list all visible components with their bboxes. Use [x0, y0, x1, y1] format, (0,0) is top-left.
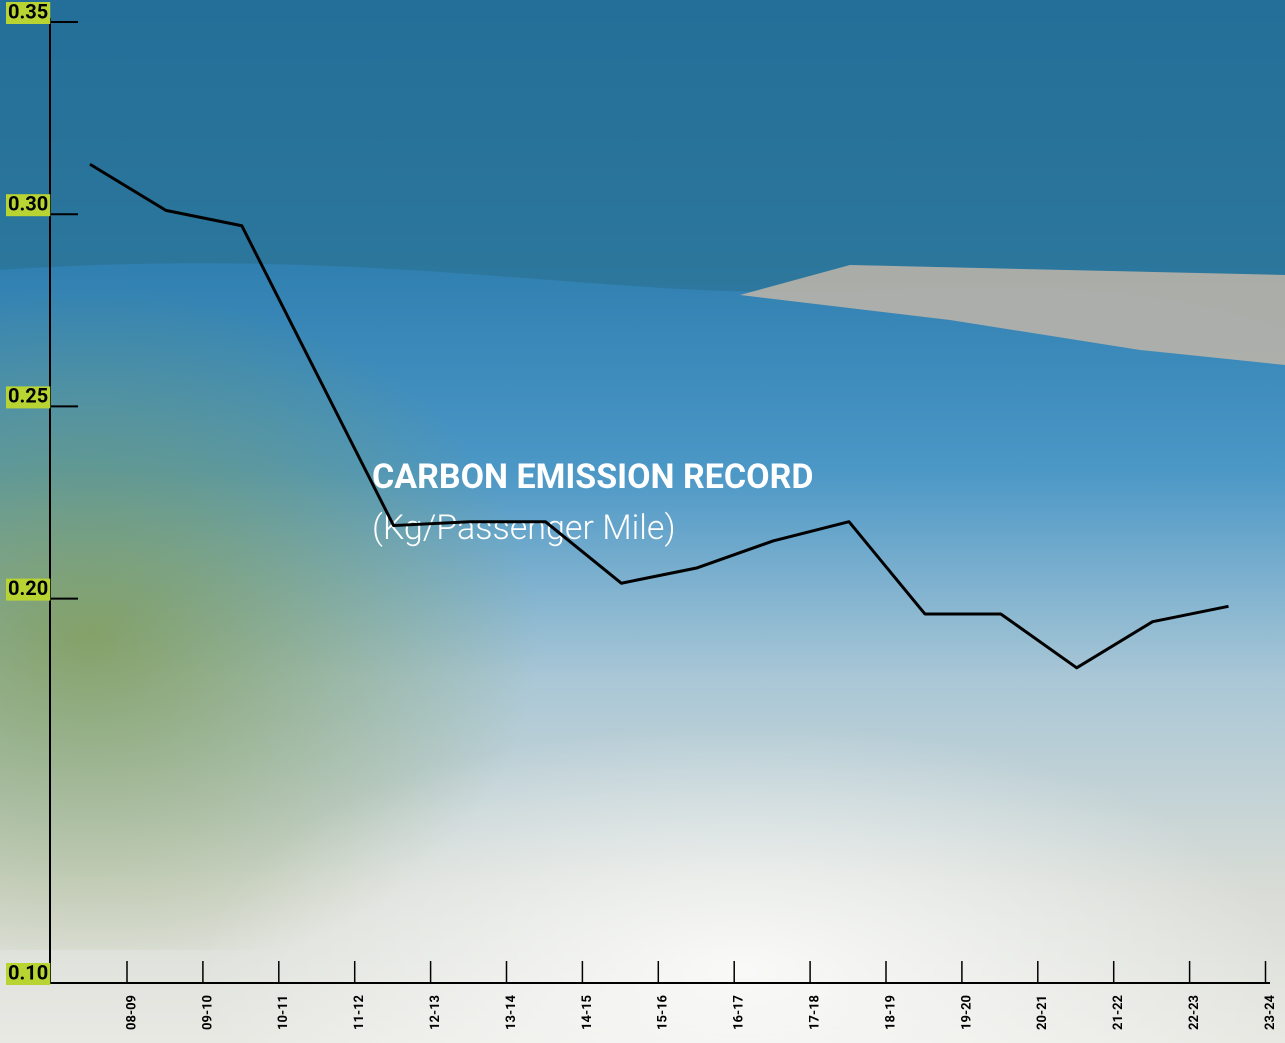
page: CARBON EMISSION RECORD (Kg/Passenger Mil…	[0, 0, 1285, 1043]
y-tick-label: 0.10	[8, 960, 48, 984]
x-tick-label: 12-13	[428, 995, 443, 1030]
chart: CARBON EMISSION RECORD (Kg/Passenger Mil…	[0, 0, 1285, 1043]
x-tick-label: 14-15	[580, 995, 595, 1030]
x-tick-label: 23-24	[1263, 994, 1278, 1029]
clouds	[200, 550, 1285, 1043]
x-tick-label: 13-14	[504, 994, 519, 1029]
chart-title: CARBON EMISSION RECORD	[372, 457, 813, 497]
chart-subtitle: (Kg/Passenger Mile)	[372, 508, 676, 548]
x-tick-label: 19-20	[959, 995, 974, 1030]
x-tick-label: 22-23	[1187, 995, 1202, 1030]
x-tick-label: 17-18	[808, 995, 823, 1030]
x-tick-label: 10-11	[276, 995, 291, 1030]
x-tick-label: 09-10	[200, 995, 215, 1030]
x-tick-label: 20-21	[1035, 995, 1050, 1030]
x-tick-label: 21-22	[1111, 995, 1126, 1030]
x-tick-label: 15-16	[656, 994, 671, 1029]
y-tick-label: 0.25	[8, 384, 48, 408]
y-tick-label: 0.35	[8, 0, 48, 23]
x-tick-label: 08-09	[124, 995, 139, 1030]
y-tick-label: 0.30	[8, 191, 48, 215]
x-tick-label: 18-19	[883, 995, 898, 1030]
y-tick-label: 0.20	[8, 576, 48, 600]
x-tick-label: 16-17	[732, 995, 747, 1030]
x-tick-label: 11-12	[352, 995, 367, 1030]
